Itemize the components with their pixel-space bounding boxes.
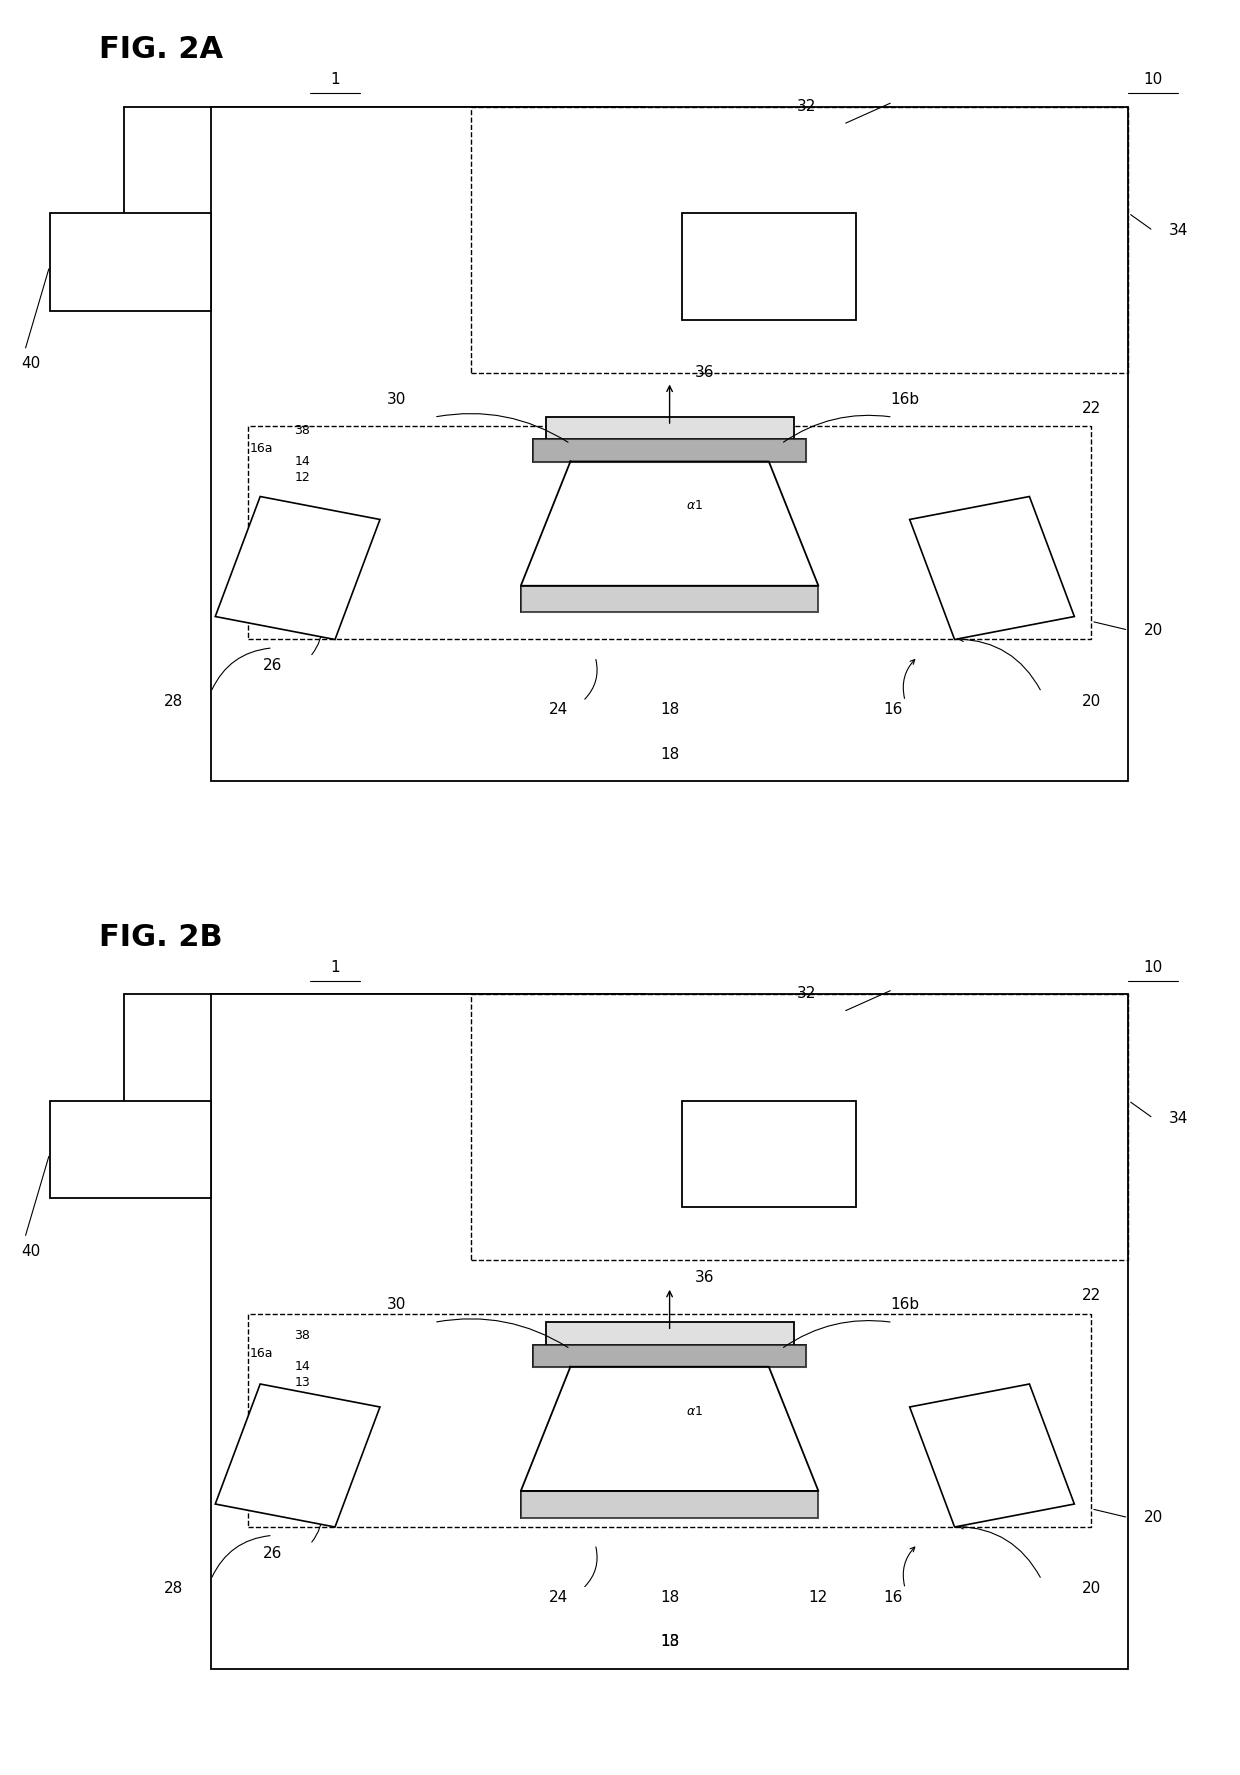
Bar [910,497,1074,639]
Text: 16a: 16a [249,1347,273,1360]
Text: 22: 22 [1081,1289,1101,1303]
Text: 16b: 16b [890,1298,920,1312]
Bar [216,1384,379,1526]
Bar [546,417,794,444]
Text: 36: 36 [694,366,714,380]
Bar [471,994,1128,1260]
Text: 24: 24 [548,1590,568,1605]
Text: 10: 10 [1143,73,1163,87]
Text: 24: 24 [548,703,568,717]
Text: FIG. 2A: FIG. 2A [99,36,223,64]
Text: 32: 32 [796,99,816,114]
Text: 28: 28 [164,694,184,708]
Bar [50,1100,211,1198]
Text: 20: 20 [1143,1511,1163,1525]
Text: 32: 32 [796,987,816,1001]
Text: 14: 14 [294,454,310,469]
Text: $\alpha$1: $\alpha$1 [686,499,703,513]
Text: FIG. 2B: FIG. 2B [99,923,223,951]
Text: 12: 12 [808,1590,828,1605]
Text: 1: 1 [330,73,340,87]
Bar [533,438,806,462]
Text: 34: 34 [1168,1111,1188,1125]
Text: 36: 36 [694,1271,714,1285]
Text: 34: 34 [1168,224,1188,238]
Bar [521,1491,818,1518]
Text: 12: 12 [294,470,310,485]
Text: 16a: 16a [249,442,273,454]
Text: 20: 20 [1081,694,1101,708]
Text: 38: 38 [294,424,310,437]
Bar [471,106,1128,373]
Text: 16: 16 [883,1590,903,1605]
Text: 18: 18 [660,703,680,717]
Bar [248,426,1091,639]
Text: 18: 18 [660,747,680,761]
Bar [546,1322,794,1349]
Bar [521,586,818,612]
Text: 10: 10 [1143,960,1163,974]
Bar [682,1100,856,1207]
Text: 22: 22 [1081,401,1101,415]
Text: 20: 20 [1081,1582,1101,1596]
Text: 20: 20 [1143,623,1163,637]
Text: 16: 16 [883,703,903,717]
Text: 13: 13 [294,1376,310,1390]
Bar [211,994,1128,1668]
Text: 28: 28 [164,1582,184,1596]
Text: 18: 18 [660,1635,680,1649]
Text: 1: 1 [330,960,340,974]
Bar [910,1384,1074,1526]
Text: 13: 13 [660,1635,680,1649]
Bar [248,1314,1091,1526]
Text: 40: 40 [21,1244,41,1258]
Text: 30: 30 [387,392,407,406]
Bar [50,213,211,311]
Text: 26: 26 [263,1546,283,1560]
Bar [682,213,856,320]
Bar [211,106,1128,781]
Text: 14: 14 [294,1360,310,1374]
Text: 30: 30 [387,1298,407,1312]
Bar [533,1345,806,1367]
Text: 16b: 16b [890,392,920,406]
Text: $\alpha$1: $\alpha$1 [686,1404,703,1418]
Bar [216,497,379,639]
Text: 38: 38 [294,1329,310,1342]
Text: 40: 40 [21,357,41,371]
Text: 26: 26 [263,659,283,673]
Text: 18: 18 [660,1590,680,1605]
